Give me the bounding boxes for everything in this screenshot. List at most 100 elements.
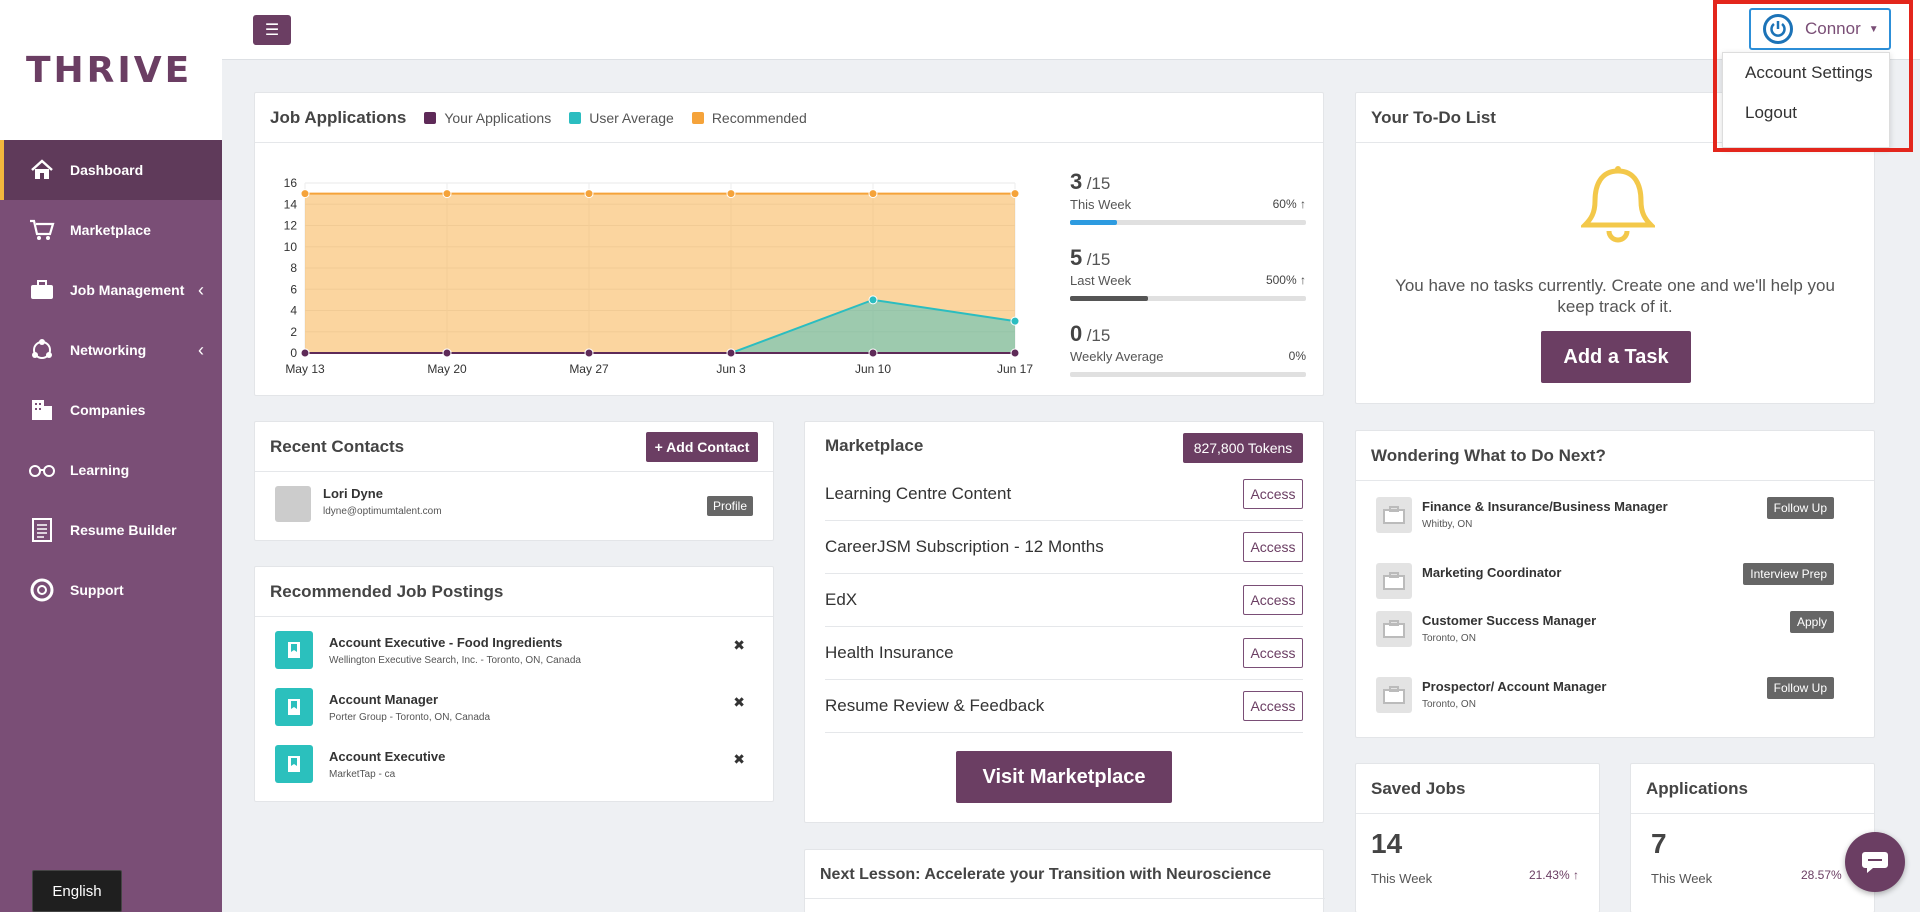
- data-point: [868, 189, 878, 199]
- list-item[interactable]: Account Manager Porter Group - Toronto, …: [275, 688, 753, 744]
- saved-jobs-value: 14: [1371, 828, 1403, 859]
- data-point: [442, 348, 452, 358]
- sidebar-item-label: Learning: [70, 462, 130, 478]
- next-subtitle: Whitby, ON: [1422, 519, 1473, 530]
- access-button[interactable]: Access: [1243, 638, 1303, 668]
- menu-toggle-button[interactable]: ☰: [253, 15, 291, 45]
- y-tick-label: 4: [290, 304, 297, 318]
- marketplace-item-label: Learning Centre Content: [825, 484, 1012, 503]
- contact-email: ldyne@optimumtalent.com: [323, 506, 442, 517]
- panel-header: Recommended Job Postings: [255, 567, 773, 617]
- applications-value: 7: [1651, 828, 1667, 859]
- panel-header: Wondering What to Do Next?: [1356, 431, 1874, 481]
- add-task-button[interactable]: Add a Task: [1541, 331, 1691, 383]
- list-item[interactable]: Account Executive MarketTap - ca ✖: [275, 745, 753, 801]
- access-button[interactable]: Access: [1243, 585, 1303, 615]
- posting-title[interactable]: Account Executive: [329, 749, 446, 764]
- marketplace-item: EdX Access: [825, 574, 1303, 627]
- account-settings-link[interactable]: Account Settings: [1745, 63, 1873, 82]
- contact-row[interactable]: Lori Dyne ldyne@optimumtalent.com Profil…: [255, 472, 773, 540]
- user-menu-button[interactable]: Connor ▼: [1749, 8, 1891, 50]
- panel-title: Recent Contacts: [270, 436, 405, 456]
- legend-your-applications[interactable]: Your Applications: [424, 110, 551, 126]
- x-tick-label: May 27: [569, 362, 609, 376]
- data-point: [868, 295, 878, 305]
- caret-down-icon: ▼: [1868, 23, 1879, 35]
- data-point: [584, 189, 594, 199]
- panel-header: Your To-Do List: [1356, 93, 1874, 143]
- logo[interactable]: THRIVE: [0, 0, 222, 140]
- panel-title: Your To-Do List: [1371, 107, 1496, 127]
- access-button[interactable]: Access: [1243, 479, 1303, 509]
- list-item[interactable]: Prospector/ Account Manager Toronto, ON …: [1376, 677, 1854, 733]
- sidebar-item-companies[interactable]: Companies: [0, 380, 222, 440]
- access-button[interactable]: Access: [1243, 532, 1303, 562]
- marketplace-item: Learning Centre Content Access: [825, 468, 1303, 521]
- panel-header: Job Applications Your Applications User …: [255, 93, 1323, 143]
- apply-button[interactable]: Apply: [1789, 611, 1834, 633]
- data-point: [1010, 316, 1020, 326]
- profile-button[interactable]: Profile: [706, 496, 753, 516]
- posting-title[interactable]: Account Executive - Food Ingredients: [329, 635, 563, 650]
- stat-this-week: 3 /15 This Week 60% ↑: [1070, 169, 1306, 225]
- next-title: Customer Success Manager: [1422, 613, 1597, 628]
- follow-up-button[interactable]: Follow Up: [1766, 677, 1834, 699]
- tokens-badge[interactable]: 827,800 Tokens: [1183, 433, 1303, 463]
- stat-progress-bar: [1070, 220, 1306, 225]
- sidebar-item-marketplace[interactable]: Marketplace: [0, 200, 222, 260]
- list-item[interactable]: Finance & Insurance/Business Manager Whi…: [1376, 497, 1854, 553]
- sidebar-item-label: Dashboard: [70, 162, 144, 178]
- sidebar-item-resume-builder[interactable]: Resume Builder: [0, 500, 222, 560]
- next-title: Prospector/ Account Manager: [1422, 679, 1607, 694]
- language-button[interactable]: English: [32, 870, 122, 912]
- job-applications-chart: 0 2 4 6 8 10 12 14 16 May 13 May 20 May 27 Jun 3 Jun …: [284, 176, 1034, 376]
- add-contact-button[interactable]: + Add Contact: [646, 432, 758, 462]
- sidebar-nav: Dashboard Marketplace Job Management ‹ N…: [0, 140, 222, 620]
- legend-user-average[interactable]: User Average: [569, 110, 674, 126]
- stat-value: 3: [1070, 169, 1083, 194]
- marketplace-item-label: EdX: [825, 590, 858, 609]
- contact-name: Lori Dyne: [323, 486, 383, 501]
- sidebar-item-networking[interactable]: Networking ‹: [0, 320, 222, 380]
- access-button[interactable]: Access: [1243, 691, 1303, 721]
- applications-panel: Applications 7 This Week 28.57%: [1630, 763, 1875, 912]
- legend-recommended[interactable]: Recommended: [691, 110, 807, 126]
- data-point: [300, 189, 310, 199]
- logout-link[interactable]: Logout: [1745, 103, 1797, 122]
- marketplace-item: Resume Review & Feedback Access: [825, 680, 1303, 733]
- marketplace-item-label: CareerJSM Subscription - 12 Months: [825, 537, 1104, 556]
- briefcase-icon: [1376, 611, 1412, 647]
- sidebar-item-support[interactable]: Support: [0, 560, 222, 620]
- close-icon[interactable]: ✖: [733, 637, 745, 653]
- data-point: [726, 189, 736, 199]
- panel-header: Recent Contacts + Add Contact: [255, 422, 773, 472]
- interview-prep-button[interactable]: Interview Prep: [1743, 563, 1834, 585]
- sidebar-item-label: Marketplace: [70, 222, 151, 238]
- y-tick-label: 8: [290, 261, 297, 275]
- panel-title: Job Applications: [270, 107, 407, 127]
- document-icon: [28, 517, 56, 543]
- panel-title[interactable]: Next Lesson: Accelerate your Transition …: [820, 866, 1272, 883]
- data-point: [584, 348, 594, 358]
- next-lesson-panel: Next Lesson: Accelerate your Transition …: [804, 849, 1325, 912]
- data-point: [726, 348, 736, 358]
- close-icon[interactable]: ✖: [733, 751, 745, 767]
- sidebar-item-learning[interactable]: Learning: [0, 440, 222, 500]
- saved-jobs-label: This Week: [1371, 871, 1433, 886]
- sidebar-item-job-management[interactable]: Job Management ‹: [0, 260, 222, 320]
- list-item[interactable]: Account Executive - Food Ingredients Wel…: [275, 631, 753, 687]
- applications-percent: 28.57%: [1801, 868, 1842, 882]
- posting-subtitle: MarketTap - ca: [329, 769, 396, 780]
- follow-up-button[interactable]: Follow Up: [1766, 497, 1834, 519]
- posting-title[interactable]: Account Manager: [329, 692, 439, 707]
- stat-value: 5: [1070, 245, 1083, 270]
- sidebar-item-dashboard[interactable]: Dashboard: [0, 140, 222, 200]
- chat-button[interactable]: [1845, 832, 1905, 892]
- y-tick-label: 2: [290, 325, 297, 339]
- close-icon[interactable]: ✖: [733, 694, 745, 710]
- list-item[interactable]: Customer Success Manager Toronto, ON App…: [1376, 611, 1854, 667]
- visit-marketplace-button[interactable]: Visit Marketplace: [956, 751, 1172, 803]
- list-item[interactable]: Marketing Coordinator Interview Prep: [1376, 563, 1854, 619]
- sidebar: THRIVE Dashboard Marketplace Job Managem…: [0, 0, 222, 912]
- saved-jobs-panel: Saved Jobs 14 This Week 21.43% ↑: [1355, 763, 1600, 912]
